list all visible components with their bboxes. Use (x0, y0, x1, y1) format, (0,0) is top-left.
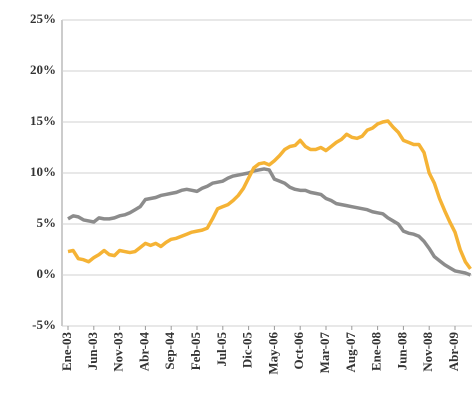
x-tick-label: Nov-03 (111, 332, 126, 372)
y-tick-label: 20% (30, 62, 56, 77)
y-tick-label: -5% (32, 317, 56, 332)
x-tick-label: Oct-06 (291, 332, 306, 370)
x-tick-label: Abr-04 (136, 332, 151, 372)
y-tick-label: 15% (30, 113, 56, 128)
x-tick-label: Jun-08 (394, 332, 409, 371)
y-tick-label: 5% (37, 215, 57, 230)
x-tick-label: Jul-05 (214, 332, 229, 367)
y-tick-label: 0% (37, 266, 57, 281)
x-tick-label: Abr-09 (446, 332, 461, 372)
x-tick-label: Nov-08 (420, 332, 435, 372)
series-line (67, 167, 472, 277)
x-tick-label: Aug-07 (343, 332, 358, 373)
series-line (67, 119, 472, 270)
x-tick-label: Sep-04 (162, 332, 177, 370)
y-tick-label: 25% (30, 11, 56, 26)
x-tick-label: Feb-05 (188, 332, 203, 371)
x-tick-label: Dic-05 (240, 332, 255, 369)
y-tick-label: 10% (30, 164, 56, 179)
x-tick-label: Mar-07 (317, 332, 332, 374)
x-tick-label: Jun-03 (85, 332, 100, 371)
x-tick-label: May-06 (265, 332, 280, 375)
x-tick-label: Ene-08 (369, 332, 384, 372)
x-tick-label: Ene-03 (59, 332, 74, 372)
